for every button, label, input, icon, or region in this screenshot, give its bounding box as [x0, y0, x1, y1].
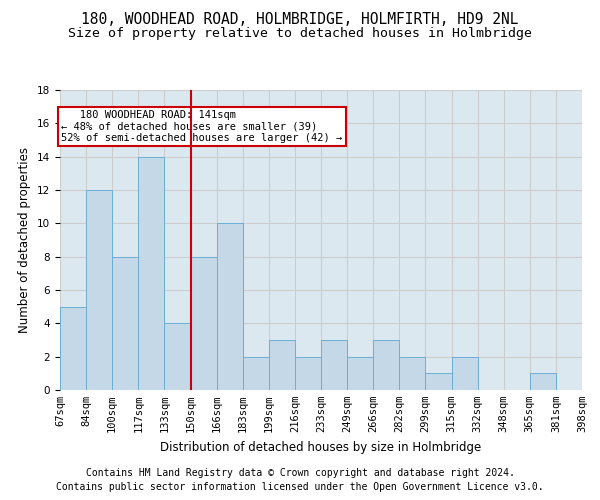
Bar [217, 224, 243, 390]
Text: 180, WOODHEAD ROAD, HOLMBRIDGE, HOLMFIRTH, HD9 2NL: 180, WOODHEAD ROAD, HOLMBRIDGE, HOLMFIRT… [81, 12, 519, 28]
Bar [373, 340, 400, 390]
Text: 180 WOODHEAD ROAD: 141sqm
← 48% of detached houses are smaller (39)
52% of semi-: 180 WOODHEAD ROAD: 141sqm ← 48% of detac… [61, 110, 343, 143]
Text: Contains HM Land Registry data © Crown copyright and database right 2024.: Contains HM Land Registry data © Crown c… [86, 468, 514, 477]
Bar [60, 306, 86, 390]
Bar [112, 256, 139, 390]
Bar [452, 356, 478, 390]
Y-axis label: Number of detached properties: Number of detached properties [19, 147, 31, 333]
Bar [191, 256, 217, 390]
Bar [400, 356, 425, 390]
Bar [425, 374, 452, 390]
Bar [269, 340, 295, 390]
Text: Size of property relative to detached houses in Holmbridge: Size of property relative to detached ho… [68, 28, 532, 40]
Bar [295, 356, 321, 390]
Bar [347, 356, 373, 390]
Text: Contains public sector information licensed under the Open Government Licence v3: Contains public sector information licen… [56, 482, 544, 492]
Bar [321, 340, 347, 390]
Bar [139, 156, 164, 390]
Bar [530, 374, 556, 390]
Bar [242, 356, 269, 390]
Bar [86, 190, 112, 390]
X-axis label: Distribution of detached houses by size in Holmbridge: Distribution of detached houses by size … [160, 440, 482, 454]
Bar [164, 324, 191, 390]
